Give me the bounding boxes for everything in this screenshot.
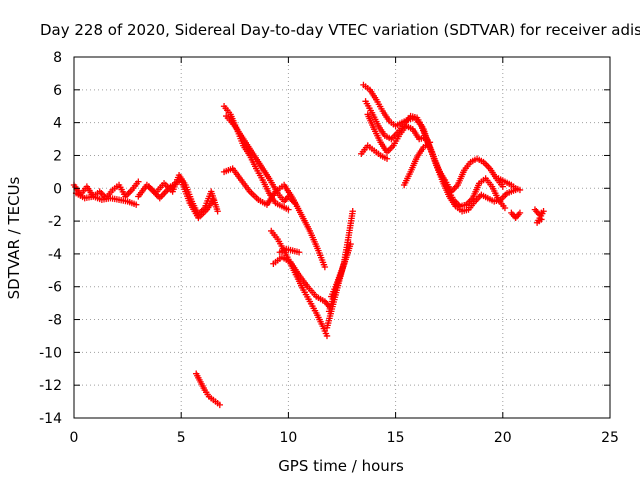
data-point [291, 199, 299, 207]
y-tick-label: 4 [53, 116, 62, 132]
series-arc-17 [364, 111, 506, 195]
y-tick-label: -2 [48, 214, 62, 230]
plot-frame [73, 56, 611, 419]
series-arc-20 [495, 175, 524, 194]
data-point [383, 155, 391, 162]
data-point [499, 183, 506, 190]
series-arc-22 [531, 206, 547, 226]
axis-ticks [73, 56, 611, 419]
y-tick-label: 6 [53, 83, 62, 99]
data-point [516, 186, 524, 194]
x-tick-label: 5 [177, 430, 186, 446]
y-tick-label: -6 [48, 280, 62, 296]
tick-labels: 0 5 10 15 20 25 -14 -12 -10 -8 -6 -4 -2 0 2 4 6 8 [39, 50, 619, 446]
data-point [132, 201, 140, 208]
data-point [516, 209, 524, 217]
y-tick-label: -14 [39, 411, 62, 427]
y-tick-label: -12 [39, 378, 62, 394]
y-tick-label: -4 [48, 247, 62, 263]
data-point [321, 263, 329, 271]
data-point [538, 216, 545, 223]
y-tick-label: -10 [39, 345, 62, 361]
x-axis-label: GPS time / hours [278, 457, 404, 475]
data-point [285, 206, 292, 213]
series-arc-21 [508, 209, 524, 222]
series-arc-11 [276, 245, 303, 256]
y-axis-label: SDTVAR / TECUs [5, 176, 23, 299]
series-arc-18 [358, 142, 391, 162]
series-arc-10 [270, 253, 333, 310]
y-tick-label: 2 [53, 148, 62, 164]
x-tick-label: 25 [601, 430, 619, 446]
series-arc-5 [193, 370, 223, 409]
data-point [345, 247, 352, 254]
data-point [214, 208, 221, 215]
x-tick-label: 15 [387, 430, 405, 446]
series-arc-2 [72, 189, 140, 208]
data-point [426, 139, 434, 146]
grid-lines [74, 57, 610, 418]
data-point [347, 240, 354, 248]
series-arc-14 [328, 247, 352, 300]
data-point [135, 178, 142, 185]
data-points [70, 81, 547, 409]
series-arc-8 [223, 112, 299, 207]
y-tick-label: -8 [48, 313, 62, 329]
data-point [323, 332, 331, 340]
x-tick-label: 10 [279, 430, 297, 446]
data-point [501, 204, 509, 212]
y-tick-label: 0 [53, 181, 62, 197]
y-tick-label: 8 [53, 50, 62, 66]
data-point [349, 208, 356, 215]
x-tick-label: 0 [70, 430, 79, 446]
data-point [210, 196, 217, 203]
series-arc-9 [268, 227, 331, 340]
series-arc-19 [400, 139, 434, 189]
x-tick-label: 20 [494, 430, 512, 446]
data-point [216, 401, 223, 409]
series-arc-4 [145, 176, 217, 222]
data-point [295, 249, 303, 256]
chart-title: Day 228 of 2020, Sidereal Day-to-day VTE… [40, 21, 640, 39]
series-arc-7 [220, 165, 329, 271]
